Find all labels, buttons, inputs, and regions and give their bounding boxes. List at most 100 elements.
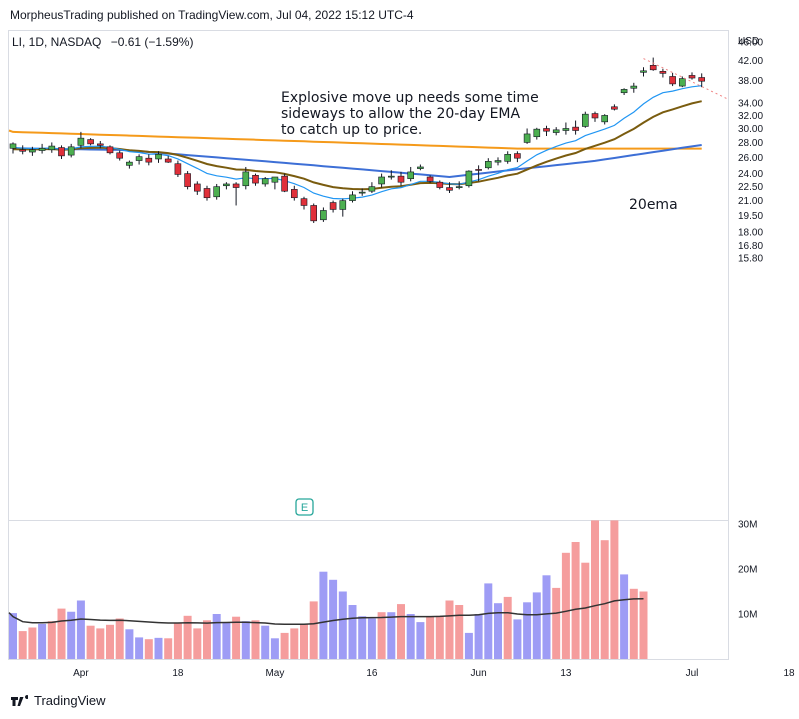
candle-body[interactable] <box>281 175 288 192</box>
candle-body[interactable] <box>426 176 434 182</box>
candle-body[interactable] <box>261 178 269 185</box>
candle-body[interactable] <box>543 128 550 132</box>
candle-body[interactable] <box>669 76 676 85</box>
candle-body[interactable] <box>155 154 162 160</box>
candle-body[interactable] <box>38 147 46 151</box>
candle-body[interactable] <box>77 137 85 146</box>
volume-bar <box>455 605 464 659</box>
volume-bar <box>290 628 299 659</box>
candle-body[interactable] <box>106 146 114 154</box>
candle-body[interactable] <box>58 147 65 157</box>
candle-body[interactable] <box>659 71 667 74</box>
date-tick-label: Jul <box>686 668 699 679</box>
candle-body[interactable] <box>29 149 36 153</box>
candle-body[interactable] <box>9 143 17 149</box>
candle-body[interactable] <box>417 166 424 169</box>
candle-body[interactable] <box>349 194 356 201</box>
candle-body[interactable] <box>271 176 279 183</box>
candle-body[interactable] <box>387 175 395 178</box>
candle-body[interactable] <box>19 149 27 152</box>
volume-bar <box>523 602 532 659</box>
candle-body[interactable] <box>572 126 579 131</box>
candle-body[interactable] <box>630 85 638 89</box>
candle-body[interactable] <box>368 186 376 192</box>
candle-body[interactable] <box>48 145 56 151</box>
candle-body[interactable] <box>87 139 94 145</box>
candle-body[interactable] <box>494 160 502 163</box>
candle-body[interactable] <box>649 65 657 71</box>
volume-bar <box>620 574 629 659</box>
annotation-text[interactable]: to catch up to price. <box>281 122 422 138</box>
candle-body[interactable] <box>591 113 599 119</box>
candle-body[interactable] <box>300 198 308 206</box>
candle-body[interactable] <box>252 174 259 184</box>
earnings-marker-icon[interactable] <box>295 498 314 516</box>
candle-body[interactable] <box>504 154 512 162</box>
volume-bar <box>67 611 76 659</box>
candle-body[interactable] <box>242 171 250 187</box>
candle-body[interactable] <box>213 186 220 198</box>
footer-brand[interactable]: TradingView <box>34 693 106 708</box>
volume-bar <box>561 552 570 659</box>
annotation-text[interactable]: Explosive move up needs some time <box>281 90 539 106</box>
date-tick-label: 13 <box>560 668 572 679</box>
candle-body[interactable] <box>223 183 230 187</box>
candle-body[interactable] <box>67 146 75 156</box>
candle-body[interactable] <box>601 115 609 123</box>
candle-body[interactable] <box>310 205 318 222</box>
sma50-line <box>12 144 702 179</box>
candle-body[interactable] <box>329 202 337 210</box>
candle-body[interactable] <box>378 176 385 185</box>
volume-bar <box>416 622 425 659</box>
candle-body[interactable] <box>358 191 366 194</box>
candle-body[interactable] <box>484 161 492 169</box>
candle-body[interactable] <box>203 188 211 199</box>
candle-body[interactable] <box>678 78 686 87</box>
publisher-header: MorpheusTrading published on TradingView… <box>10 8 414 22</box>
candle-body[interactable] <box>184 173 191 187</box>
candle-body[interactable] <box>562 128 570 131</box>
ema20-label[interactable]: 20ema <box>629 197 678 213</box>
trend-line[interactable] <box>643 58 730 101</box>
volume-bar <box>28 627 37 659</box>
annotation-text[interactable]: sideways to allow the 20-day EMA <box>281 106 520 122</box>
symbol-info[interactable]: LI, 1D, NASDAQ <box>12 35 102 49</box>
volume-bar <box>261 625 270 659</box>
volume-bar <box>494 603 502 659</box>
candle-body[interactable] <box>523 133 531 143</box>
price-tick-label: 24.00 <box>738 169 763 180</box>
candle-body[interactable] <box>174 163 182 175</box>
candle-body[interactable] <box>126 161 133 166</box>
candle-body[interactable] <box>533 128 541 138</box>
volume-bar <box>9 613 17 659</box>
candle-body[interactable] <box>698 77 706 82</box>
candle-body[interactable] <box>620 89 628 94</box>
candle-body[interactable] <box>290 189 298 199</box>
candle-body[interactable] <box>688 75 696 79</box>
candle-body[interactable] <box>135 156 143 161</box>
candle-body[interactable] <box>97 143 104 146</box>
candle-body[interactable] <box>194 183 201 192</box>
candle-body[interactable] <box>232 183 240 188</box>
candle-body[interactable] <box>552 129 560 133</box>
candle-body[interactable] <box>407 171 415 180</box>
volume-bar <box>542 575 551 659</box>
candle-body[interactable] <box>465 170 473 187</box>
candle-body[interactable] <box>145 157 153 163</box>
candle-body[interactable] <box>581 113 589 127</box>
candle-body[interactable] <box>514 153 521 159</box>
candle-body[interactable] <box>640 70 647 73</box>
candle-body[interactable] <box>475 169 482 171</box>
candle-body[interactable] <box>320 210 327 221</box>
candle-body[interactable] <box>436 181 444 188</box>
candle-body[interactable] <box>455 186 463 188</box>
candle-body[interactable] <box>446 187 453 191</box>
volume-bar <box>57 608 66 659</box>
candle-body[interactable] <box>116 152 123 159</box>
candle-body[interactable] <box>164 158 172 163</box>
candle-body[interactable] <box>611 106 618 110</box>
candle-body[interactable] <box>339 200 347 210</box>
symbol-legend: LI, 1D, NASDAQ −0.61 (−1.59%) <box>12 35 199 49</box>
candle-body[interactable] <box>397 175 405 183</box>
